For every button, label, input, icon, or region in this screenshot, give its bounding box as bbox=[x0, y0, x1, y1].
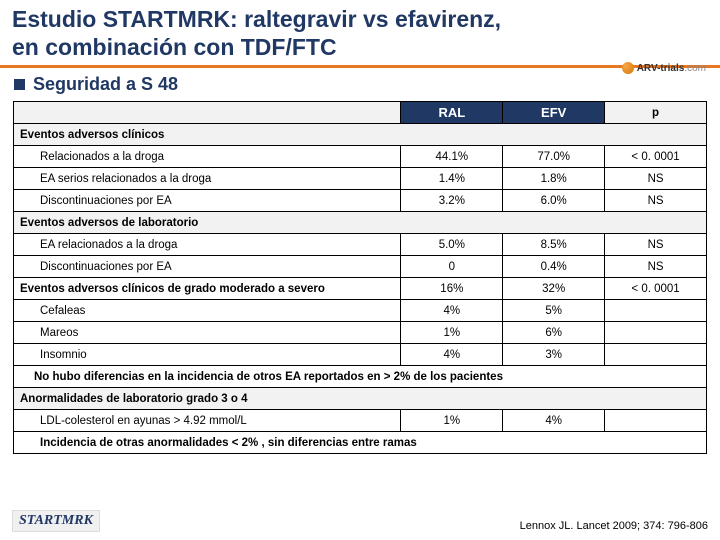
table-row: EA relacionados a la droga 5.0% 8.5% NS bbox=[14, 234, 707, 256]
cell-efv: 32% bbox=[503, 278, 605, 300]
table-header-row: RAL EFV p bbox=[14, 102, 707, 124]
footer-study-name: STARTMRK bbox=[12, 510, 100, 532]
logo-suffix: .com bbox=[684, 63, 706, 74]
section-row: Eventos adversos de laboratorio bbox=[14, 212, 707, 234]
header-p: p bbox=[605, 102, 707, 124]
cell-ral: 3.2% bbox=[401, 190, 503, 212]
row-label: Eventos adversos clínicos de grado moder… bbox=[14, 278, 401, 300]
subtitle: Seguridad a S 48 bbox=[33, 74, 178, 95]
cell-ral: 4% bbox=[401, 344, 503, 366]
cell-ral: 0 bbox=[401, 256, 503, 278]
cell-ral: 4% bbox=[401, 300, 503, 322]
table-row: Discontinuaciones por EA 3.2% 6.0% NS bbox=[14, 190, 707, 212]
cell-efv: 1.8% bbox=[503, 168, 605, 190]
table-row: Discontinuaciones por EA 0 0.4% NS bbox=[14, 256, 707, 278]
section-row: Anormalidades de laboratorio grado 3 o 4 bbox=[14, 388, 707, 410]
cell-p: NS bbox=[605, 168, 707, 190]
cell-efv: 6.0% bbox=[503, 190, 605, 212]
note-row: No hubo diferencias en la incidencia de … bbox=[14, 366, 707, 388]
row-label: Cefaleas bbox=[14, 300, 401, 322]
table-row: Mareos 1% 6% bbox=[14, 322, 707, 344]
row-label: Discontinuaciones por EA bbox=[14, 190, 401, 212]
cell-ral: 44.1% bbox=[401, 146, 503, 168]
cell-ral: 1.4% bbox=[401, 168, 503, 190]
cell-ral: 5.0% bbox=[401, 234, 503, 256]
cell-p bbox=[605, 410, 707, 432]
cell-p: < 0. 0001 bbox=[605, 146, 707, 168]
header-efv: EFV bbox=[503, 102, 605, 124]
cell-efv: 77.0% bbox=[503, 146, 605, 168]
section-label: Eventos adversos de laboratorio bbox=[14, 212, 707, 234]
table-row: LDL-colesterol en ayunas > 4.92 mmol/L 1… bbox=[14, 410, 707, 432]
cell-p: NS bbox=[605, 190, 707, 212]
cell-p: < 0. 0001 bbox=[605, 278, 707, 300]
safety-table: RAL EFV p Eventos adversos clínicos Rela… bbox=[13, 101, 707, 454]
title-block: Estudio STARTMRK: raltegravir vs efavire… bbox=[0, 0, 720, 65]
bullet-icon bbox=[14, 79, 25, 90]
table-row: EA serios relacionados a la droga 1.4% 1… bbox=[14, 168, 707, 190]
header-ral: RAL bbox=[401, 102, 503, 124]
row-label: Insomnio bbox=[14, 344, 401, 366]
header-empty bbox=[14, 102, 401, 124]
cell-ral: 16% bbox=[401, 278, 503, 300]
cell-ral: 1% bbox=[401, 322, 503, 344]
cell-efv: 8.5% bbox=[503, 234, 605, 256]
table-row: Incidencia de otras anormalidades < 2% ,… bbox=[14, 432, 707, 454]
subtitle-row: Seguridad a S 48 bbox=[0, 72, 720, 101]
cell-p bbox=[605, 344, 707, 366]
section-row: Eventos adversos clínicos bbox=[14, 124, 707, 146]
cell-p: NS bbox=[605, 256, 707, 278]
logo: ARV-trials.com bbox=[622, 62, 706, 74]
cell-efv: 6% bbox=[503, 322, 605, 344]
cell-ral: 1% bbox=[401, 410, 503, 432]
note-text: No hubo diferencias en la incidencia de … bbox=[14, 366, 707, 388]
row-label: Discontinuaciones por EA bbox=[14, 256, 401, 278]
cell-p bbox=[605, 322, 707, 344]
cell-efv: 5% bbox=[503, 300, 605, 322]
logo-ball-icon bbox=[622, 62, 634, 74]
divider bbox=[0, 65, 720, 68]
logo-text: ARV-trials bbox=[637, 63, 685, 74]
cell-efv: 3% bbox=[503, 344, 605, 366]
row-label: Incidencia de otras anormalidades < 2% ,… bbox=[14, 432, 707, 454]
title-line-2: en combinación con TDF/FTC bbox=[12, 34, 708, 62]
row-label: Mareos bbox=[14, 322, 401, 344]
row-label: Relacionados a la droga bbox=[14, 146, 401, 168]
table-row: Relacionados a la droga 44.1% 77.0% < 0.… bbox=[14, 146, 707, 168]
table-row: Insomnio 4% 3% bbox=[14, 344, 707, 366]
cell-p: NS bbox=[605, 234, 707, 256]
footer: STARTMRK Lennox JL. Lancet 2009; 374: 79… bbox=[0, 510, 720, 532]
footer-citation: Lennox JL. Lancet 2009; 374: 796-806 bbox=[520, 520, 708, 532]
cell-p bbox=[605, 300, 707, 322]
table-row: Cefaleas 4% 5% bbox=[14, 300, 707, 322]
table-row: Eventos adversos clínicos de grado moder… bbox=[14, 278, 707, 300]
cell-efv: 4% bbox=[503, 410, 605, 432]
row-label: LDL-colesterol en ayunas > 4.92 mmol/L bbox=[14, 410, 401, 432]
cell-efv: 0.4% bbox=[503, 256, 605, 278]
row-label: EA serios relacionados a la droga bbox=[14, 168, 401, 190]
row-label: EA relacionados a la droga bbox=[14, 234, 401, 256]
title-line-1: Estudio STARTMRK: raltegravir vs efavire… bbox=[12, 6, 708, 34]
section-label: Eventos adversos clínicos bbox=[14, 124, 707, 146]
section-label: Anormalidades de laboratorio grado 3 o 4 bbox=[14, 388, 707, 410]
